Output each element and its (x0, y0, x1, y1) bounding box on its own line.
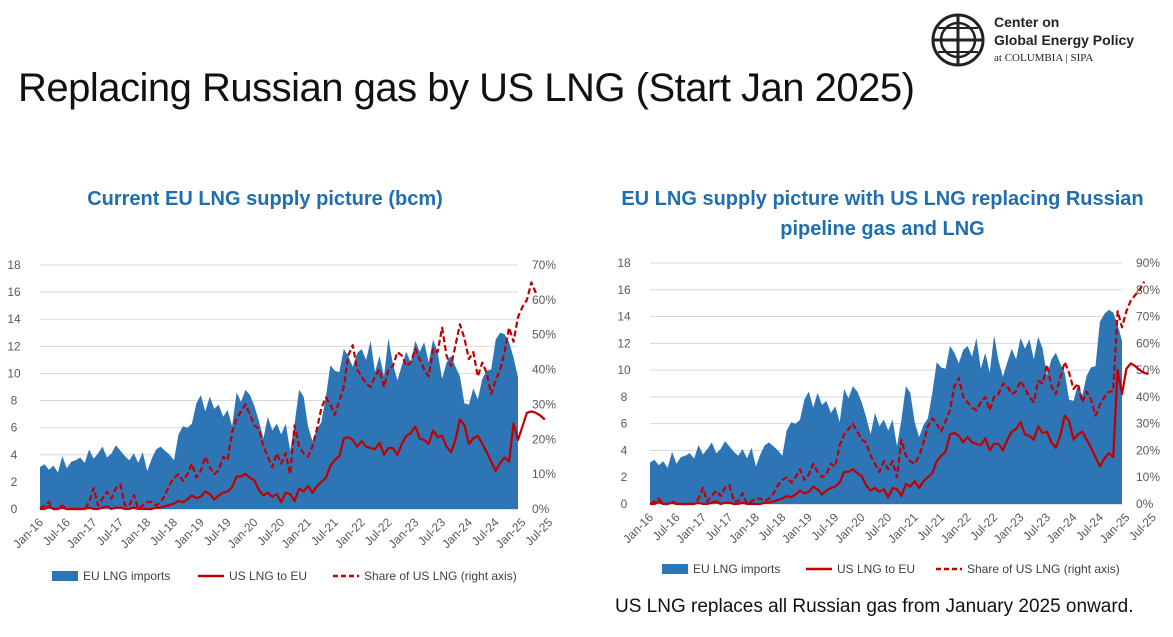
x-tick-label: Jan-17 (64, 515, 100, 551)
series-eu-lng-imports-area (650, 309, 1122, 504)
y-left-tick-label: 12 (7, 339, 21, 353)
x-tick-label: Jan-16 (10, 515, 46, 551)
chart-1: 0 2 4 6 8 10 12 14 16 18 0% 10% 20% 30% 40% 50% 60% 70% Ja… (7, 258, 556, 583)
legend-label: EU LNG imports (693, 562, 780, 576)
legend-label: Share of US LNG (right axis) (967, 562, 1120, 576)
y-right-tick-label: 0% (1136, 497, 1154, 511)
series-eu-lng-imports-area (40, 332, 518, 509)
y-right-tick-label: 0% (532, 502, 550, 516)
y-right-tick-label: 50% (1136, 363, 1160, 377)
y-left-tick-label: 16 (7, 285, 21, 299)
y-right-tick-label: 60% (1136, 336, 1160, 350)
y-left-tick-label: 8 (11, 394, 18, 408)
y-right-tick-label: 70% (1136, 310, 1160, 324)
y-left-tick-label: 6 (621, 417, 628, 431)
y-left-tick-label: 18 (7, 258, 21, 272)
y-right-tick-label: 10% (532, 467, 556, 481)
x-tick-label: Jan-18 (117, 515, 153, 551)
y-left-tick-label: 10 (617, 363, 631, 377)
x-tick-label: Jan-24 (439, 515, 475, 551)
x-tick-label: Jan-18 (726, 510, 762, 546)
logo-line-3: at COLUMBIA | SIPA (994, 52, 1094, 64)
x-tick-label: Jul-25 (522, 515, 555, 548)
y-left-tick-label: 2 (11, 475, 18, 489)
logo-line-1: Center on (994, 14, 1060, 30)
x-tick-label: Jan-25 (1097, 510, 1133, 546)
page-title: Replacing Russian gas by US LNG (Start J… (18, 66, 915, 110)
logo: Center on Global Energy Policy at COLUMB… (930, 12, 1170, 72)
y-left-tick-label: 0 (621, 497, 628, 511)
x-tick-label: Jan-23 (991, 510, 1027, 546)
x-tick-label: Jan-19 (779, 510, 815, 546)
y-left-tick-label: 4 (11, 448, 18, 462)
y-left-tick-label: 6 (11, 421, 18, 435)
y-left-tick-label: 18 (617, 256, 631, 270)
globe-seal-icon (931, 13, 985, 67)
x-tick-label: Jan-24 (1044, 510, 1080, 546)
x-tick-label: Jan-20 (225, 515, 261, 551)
y-right-tick-label: 10% (1136, 470, 1160, 484)
x-tick-label: Jan-21 (885, 510, 921, 546)
x-tick-label: Jan-22 (938, 510, 974, 546)
y-left-tick-label: 10 (7, 366, 21, 380)
y-right-tick-label: 40% (1136, 390, 1160, 404)
x-tick-label: Jan-22 (332, 515, 368, 551)
x-tick-label: Jul-25 (1126, 510, 1159, 543)
x-tick-label: Jan-17 (673, 510, 709, 546)
chart-2: 0246810121416180%10%20%30%40%50%60%70%80… (617, 256, 1160, 576)
x-tick-label: Jan-20 (832, 510, 868, 546)
legend-label: US LNG to EU (229, 569, 307, 583)
legend-swatch-imports (662, 564, 688, 574)
y-right-tick-label: 20% (1136, 443, 1160, 457)
y-left-tick-label: 8 (621, 390, 628, 404)
y-left-tick-label: 2 (621, 470, 628, 484)
y-right-tick-label: 30% (1136, 417, 1160, 431)
y-right-tick-label: 90% (1136, 256, 1160, 270)
caption: US LNG replaces all Russian gas from Jan… (615, 596, 1134, 617)
x-tick-label: Jan-23 (386, 515, 422, 551)
y-left-tick-label: 0 (11, 502, 18, 516)
y-left-tick-label: 14 (617, 310, 631, 324)
x-tick-label: Jan-25 (493, 515, 529, 551)
chart-1-title: Current EU LNG supply picture (bcm) (87, 188, 443, 210)
x-tick-label: Jan-16 (620, 510, 656, 546)
legend-swatch-imports (52, 571, 78, 581)
y-right-tick-label: 20% (532, 432, 556, 446)
y-right-tick-label: 30% (532, 397, 556, 411)
legend-label: EU LNG imports (83, 569, 170, 583)
legend-label: US LNG to EU (837, 562, 915, 576)
series-us-lng-line (650, 362, 1149, 506)
y-right-tick-label: 50% (532, 328, 556, 342)
chart-2-title: EU LNG supply picture with US LNG replac… (621, 188, 1144, 240)
y-right-tick-label: 40% (532, 363, 556, 377)
x-tick-label: Jan-21 (278, 515, 314, 551)
series-share-us-lng-dashed (649, 281, 1146, 506)
logo-line-2: Global Energy Policy (994, 32, 1135, 48)
y-right-tick-label: 70% (532, 258, 556, 272)
y-right-tick-label: 60% (532, 293, 556, 307)
y-left-tick-label: 16 (617, 283, 631, 297)
series-us-lng-line (40, 410, 546, 511)
y-left-tick-label: 12 (617, 336, 631, 350)
series-share-us-lng-dashed (39, 281, 537, 511)
y-left-tick-label: 4 (621, 443, 628, 457)
legend-label: Share of US LNG (right axis) (364, 569, 517, 583)
y-left-tick-label: 14 (7, 312, 21, 326)
x-tick-label: Jan-19 (171, 515, 207, 551)
